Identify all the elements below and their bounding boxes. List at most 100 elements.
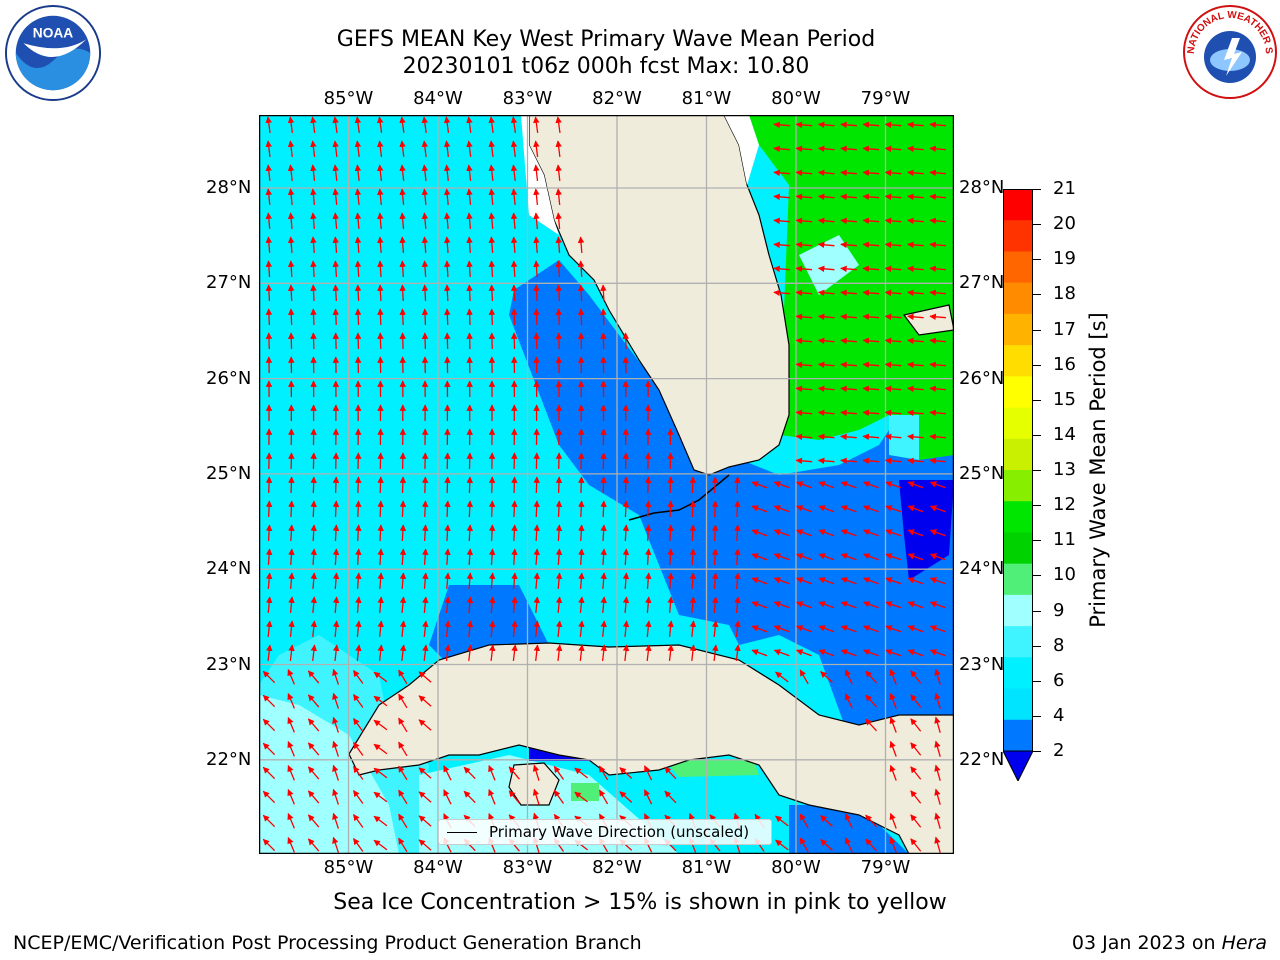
wave-direction-arrow <box>820 671 833 683</box>
wave-direction-arrow <box>817 385 835 393</box>
wave-direction-arrow <box>622 524 630 542</box>
wave-direction-arrow <box>865 838 878 852</box>
wave-direction-arrow <box>332 260 339 278</box>
wave-direction-arrow <box>884 457 902 465</box>
wave-direction-arrow <box>862 409 880 417</box>
florida-land <box>528 115 790 476</box>
wave-direction-arrow <box>443 789 452 805</box>
lat-label-right: 22°N <box>959 748 1005 770</box>
wave-direction-arrow <box>862 625 879 633</box>
wave-direction-arrow <box>421 524 429 542</box>
wave-direction-arrow <box>862 217 880 225</box>
wave-direction-arrow <box>773 601 790 609</box>
lat-label-left: 24°N <box>206 558 252 580</box>
wave-direction-arrow <box>444 332 451 350</box>
wave-direction-arrow <box>352 669 364 684</box>
wave-direction-arrow <box>865 814 878 828</box>
wave-direction-arrow <box>377 524 384 542</box>
wave-direction-arrow <box>510 188 518 206</box>
wave-direction-arrow <box>488 284 496 302</box>
wave-direction-arrow <box>399 308 406 326</box>
wave-direction-arrow <box>600 332 607 350</box>
wave-direction-arrow <box>511 524 518 542</box>
wave-direction-arrow <box>862 337 880 345</box>
wave-direction-arrow <box>645 548 652 566</box>
wave-direction-arrow <box>820 839 833 851</box>
wave-direction-arrow <box>862 361 880 369</box>
wave-direction-arrow <box>555 476 563 494</box>
wave-direction-arrow <box>689 572 697 590</box>
wave-direction-arrow <box>751 553 768 561</box>
colorbar-cell <box>1003 376 1033 409</box>
wave-direction-arrow <box>734 572 741 590</box>
lat-label-left: 26°N <box>206 367 252 389</box>
wave-direction-arrow <box>934 668 941 685</box>
wave-direction-arrow <box>734 620 741 638</box>
wave-direction-arrow <box>421 476 429 494</box>
colorbar-cell <box>1003 532 1033 565</box>
wave-direction-arrow <box>862 385 880 393</box>
wave-direction-arrow <box>600 308 607 326</box>
wave-direction-arrow <box>377 644 384 662</box>
wave-direction-arrow <box>884 433 902 441</box>
wave-direction-arrow <box>773 241 790 249</box>
wave-direction-arrow <box>399 284 406 302</box>
wave-direction-arrow <box>667 500 674 518</box>
colorbar-tick-label: 6 <box>1053 669 1065 691</box>
wave-direction-arrow <box>421 188 429 206</box>
wave-direction-arrow <box>288 548 295 566</box>
wave-direction-arrow <box>885 601 902 609</box>
wave-direction-arrow <box>929 553 946 561</box>
map-frame <box>259 115 954 854</box>
wave-direction-arrow <box>265 236 273 254</box>
wave-direction-arrow <box>377 620 384 638</box>
wave-direction-arrow <box>574 791 588 803</box>
wave-direction-arrow <box>377 572 384 590</box>
isla-juventud-land <box>508 762 560 806</box>
wave-direction-arrow <box>929 529 946 537</box>
wave-direction-arrow <box>907 577 924 585</box>
wave-direction-arrow <box>775 815 789 827</box>
wave-direction-arrow <box>488 548 496 566</box>
colorbar-cell <box>1003 657 1033 690</box>
wave-direction-arrow <box>265 332 273 350</box>
wave-direction-arrow <box>444 284 451 302</box>
wave-direction-arrow <box>889 740 897 757</box>
wave-direction-arrow <box>622 620 630 638</box>
wave-direction-arrow <box>751 505 768 513</box>
wave-direction-arrow <box>929 241 947 249</box>
wave-direction-arrow <box>862 265 880 273</box>
wave-direction-arrow <box>910 838 922 852</box>
wave-direction-arrow <box>310 284 317 302</box>
lon-label-top: 81°W <box>681 88 732 109</box>
wave-direction-arrow <box>929 601 946 609</box>
wave-direction-arrow <box>577 260 585 278</box>
colorbar-tick-mark <box>1033 610 1041 612</box>
wave-direction-arrow <box>622 332 629 350</box>
wave-direction-arrow <box>773 289 790 297</box>
field-period-2-4-se <box>789 805 909 854</box>
wave-direction-arrow <box>817 313 835 321</box>
lat-label-left: 25°N <box>206 462 252 484</box>
wave-direction-arrow <box>884 265 902 273</box>
wave-direction-arrow <box>310 644 318 662</box>
wave-direction-arrow <box>332 572 340 590</box>
wave-direction-arrow <box>421 164 429 182</box>
wave-direction-arrow <box>577 284 585 302</box>
wave-direction-arrow <box>578 644 585 662</box>
colorbar-tick-mark <box>1033 751 1041 752</box>
wave-direction-arrow <box>265 212 273 230</box>
wave-direction-arrow <box>287 332 295 350</box>
wave-direction-arrow <box>645 572 652 590</box>
wave-direction-arrow <box>818 481 835 489</box>
wave-direction-arrow <box>555 644 563 662</box>
wave-direction-arrow <box>907 361 924 369</box>
wave-direction-arrow <box>773 169 790 177</box>
wave-direction-arrow <box>884 337 902 345</box>
wave-direction-arrow <box>511 500 518 518</box>
wave-direction-arrow <box>488 260 496 278</box>
wave-direction-arrow <box>510 332 518 350</box>
wave-direction-arrow <box>929 505 946 513</box>
colorbar-under-arrow <box>1003 750 1033 781</box>
sea-ice-note: Sea Ice Concentration > 15% is shown in … <box>333 890 947 915</box>
